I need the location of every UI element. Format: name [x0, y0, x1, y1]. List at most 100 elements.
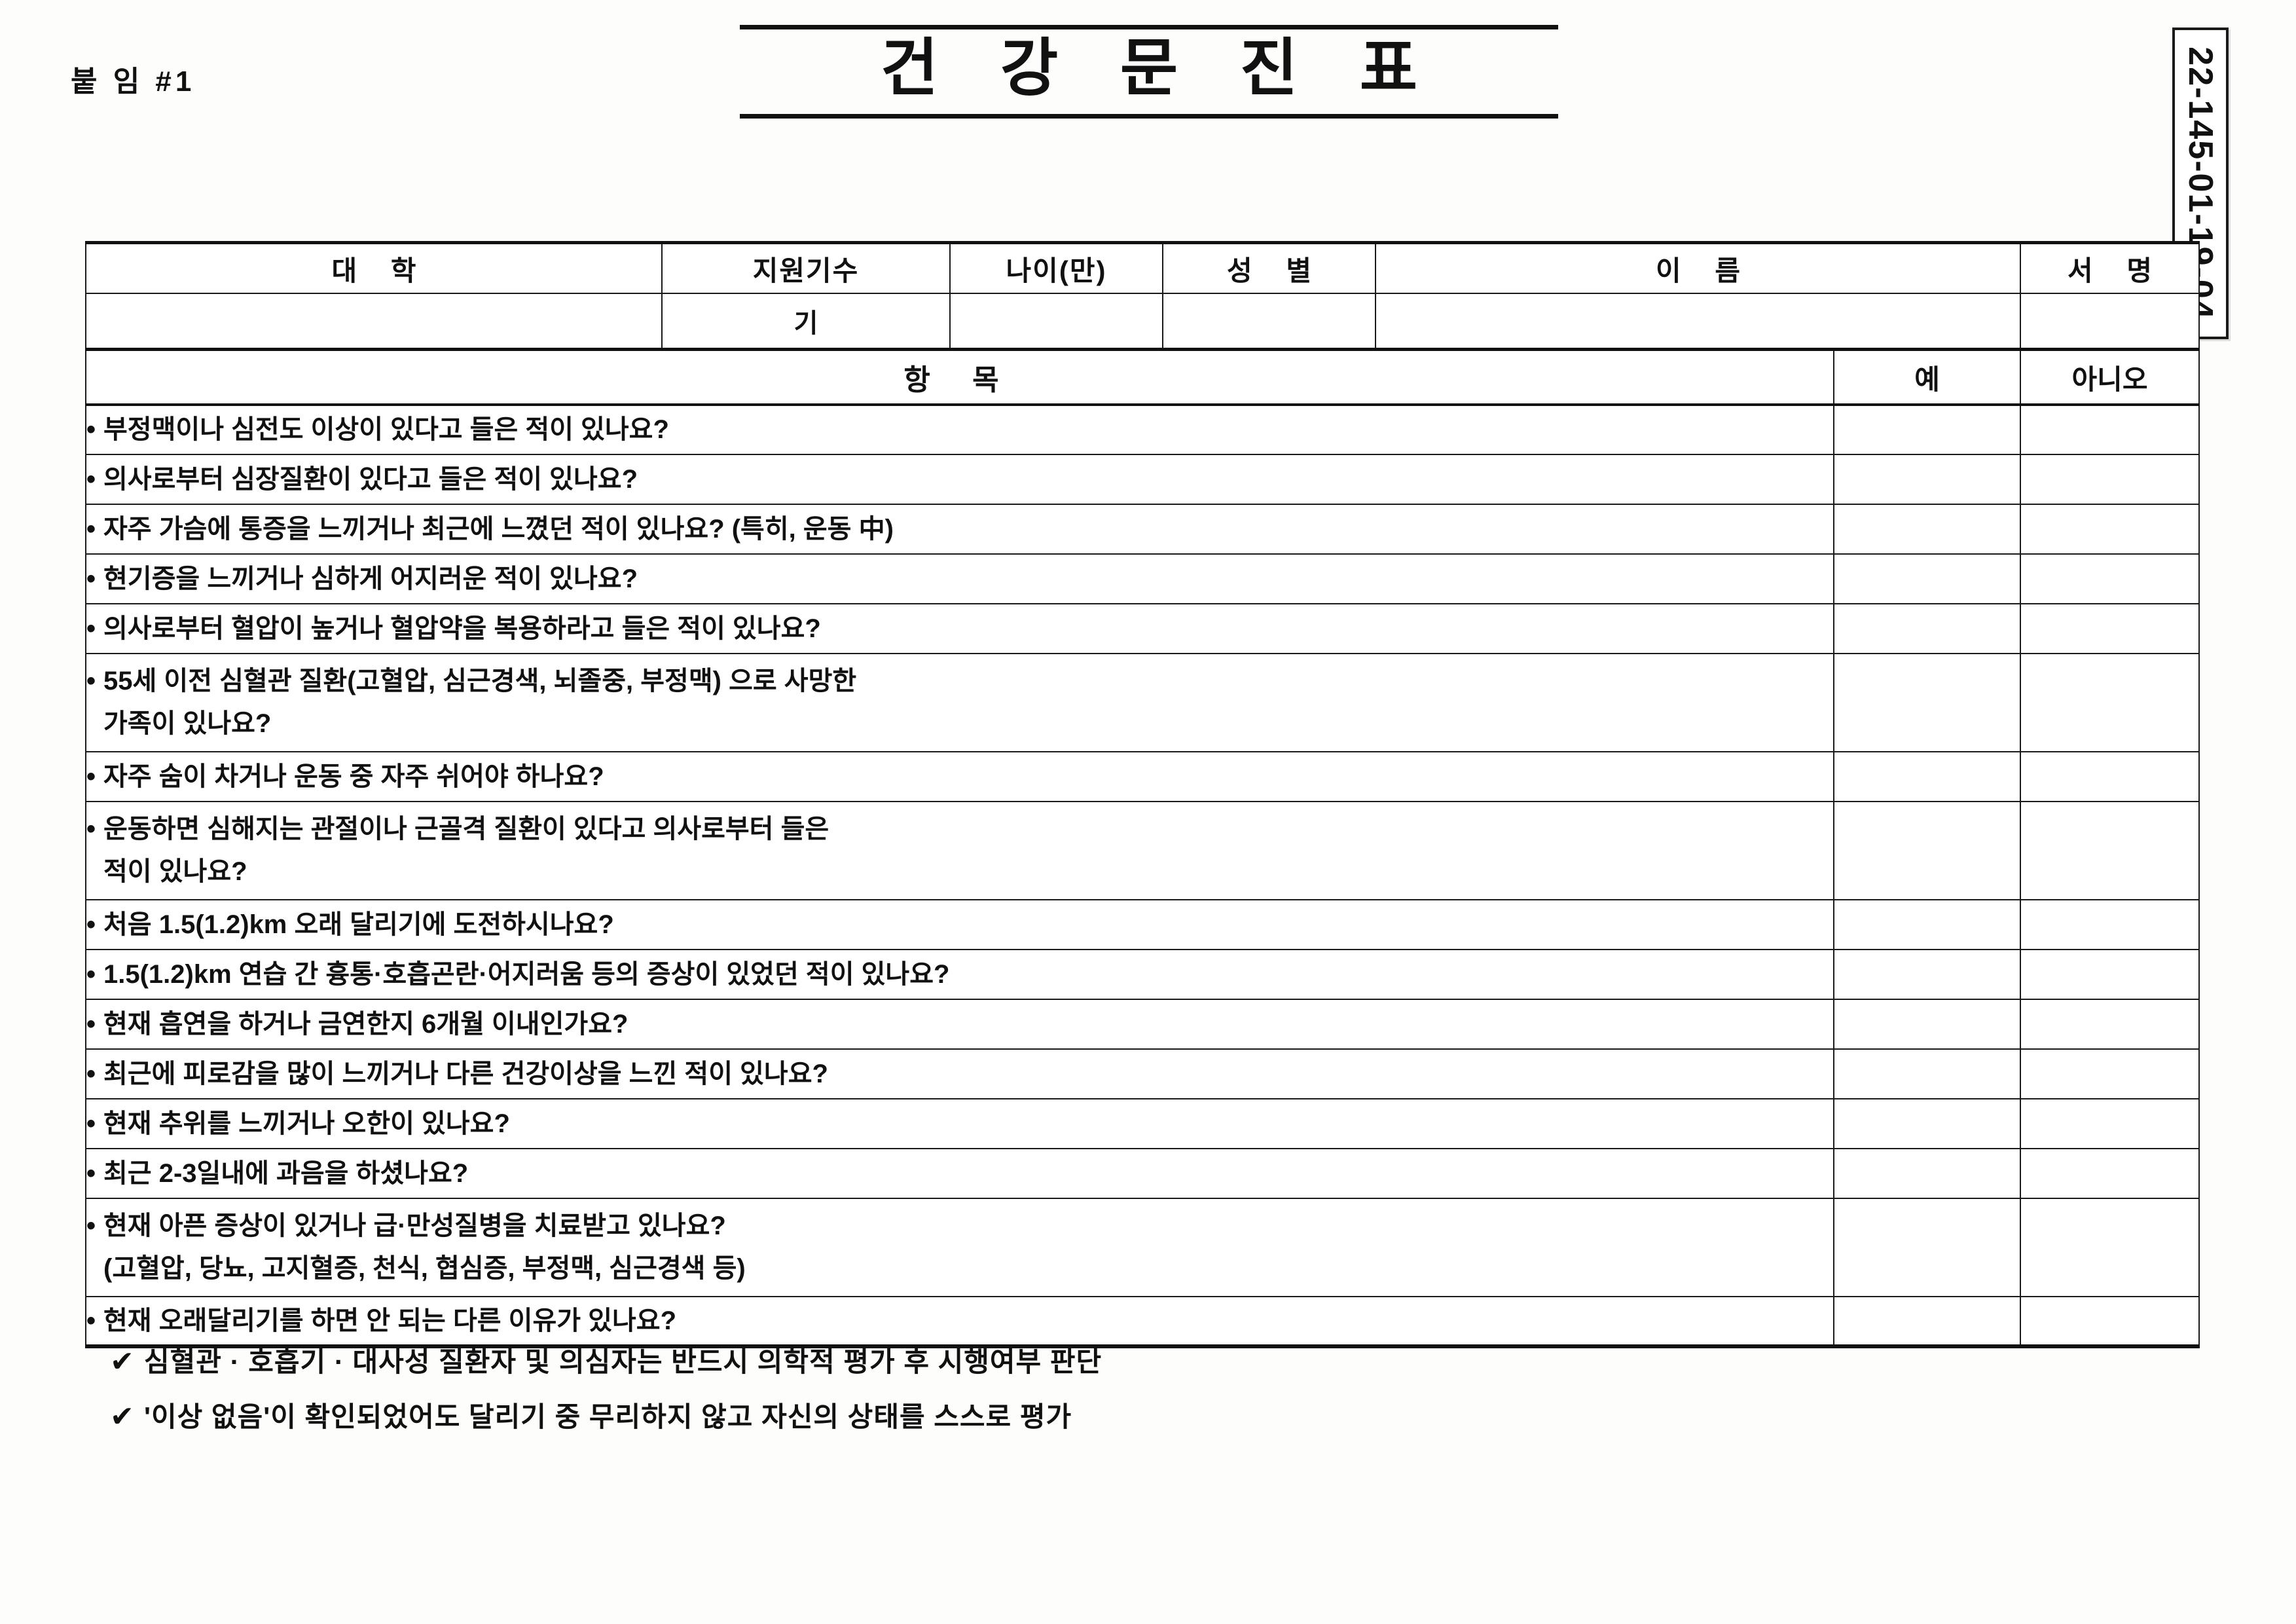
answer-yes-cell[interactable]	[1832, 454, 2022, 505]
field-signature[interactable]	[2020, 293, 2200, 350]
answer-no-cell[interactable]	[2020, 1098, 2200, 1149]
table-row: • 현재 추위를 느끼거나 오한이 있나요?	[85, 1098, 2200, 1149]
answer-yes-cell[interactable]	[1832, 504, 2022, 555]
answer-yes-cell[interactable]	[1832, 1198, 2022, 1297]
question-line-1: 현재 추위를 느끼거나 오한이 있나요?	[103, 1109, 510, 1138]
bullet-icon: •	[86, 1158, 96, 1188]
field-gender[interactable]	[1162, 293, 1376, 350]
answer-no-cell[interactable]	[2020, 1296, 2200, 1348]
note-item: ✔ '이상 없음'이 확인되었어도 달리기 중 무리하지 않고 자신의 상태를 스…	[110, 1403, 1681, 1431]
answer-yes-cell[interactable]	[1832, 1048, 2022, 1099]
question-text: • 자주 가슴에 통증을 느끼거나 최근에 느꼈던 적이 있나요? (특히, 운동…	[85, 504, 1834, 555]
answer-yes-cell[interactable]	[1832, 653, 2022, 752]
table-row: • 의사로부터 혈압이 높거나 혈압약을 복용하라고 들은 적이 있나요?	[85, 603, 2200, 654]
table-row: • 처음 1.5(1.2)km 오래 달리기에 도전하시나요?	[85, 899, 2200, 950]
bullet-icon: •	[86, 564, 96, 593]
answer-yes-cell[interactable]	[1832, 1098, 2022, 1149]
question-line-1: 1.5(1.2)km 연습 간 흉통·호흡곤란·어지러움 등의 증상이 있었던 …	[103, 959, 950, 989]
answer-no-cell[interactable]	[2020, 1198, 2200, 1297]
table-row: • 자주 가슴에 통증을 느끼거나 최근에 느꼈던 적이 있나요? (특히, 운동…	[85, 504, 2200, 555]
header-cohort: 지원기수	[661, 241, 951, 294]
answer-no-cell[interactable]	[2020, 504, 2200, 555]
table-row: • 현재 아픈 증상이 있거나 급·만성질병을 치료받고 있나요? (고혈압, 당뇨…	[85, 1198, 2200, 1297]
question-text: • 현재 추위를 느끼거나 오한이 있나요?	[85, 1098, 1834, 1149]
bullet-icon: •	[86, 1211, 96, 1241]
answer-no-cell[interactable]	[2020, 553, 2200, 604]
header-no-column: 아니오	[2020, 348, 2200, 406]
answer-no-cell[interactable]	[2020, 1048, 2200, 1099]
answer-no-cell[interactable]	[2020, 404, 2200, 455]
bullet-icon: •	[86, 614, 96, 643]
answer-no-cell[interactable]	[2020, 949, 2200, 1000]
answer-yes-cell[interactable]	[1832, 751, 2022, 802]
field-university[interactable]	[85, 293, 663, 350]
checkmark-icon: ✔	[110, 1401, 135, 1433]
title-rule-top	[740, 25, 1558, 29]
question-text: • 현재 흡연을 하거나 금연한지 6개월 이내인가요?	[85, 999, 1834, 1050]
question-line-1: 55세 이전 심혈관 질환(고혈압, 심근경색, 뇌졸중, 부정맥) 으로 사망…	[103, 667, 857, 696]
answer-yes-cell[interactable]	[1832, 899, 2022, 950]
header-yes-column: 예	[1832, 348, 2022, 406]
question-line-1: 부정맥이나 심전도 이상이 있다고 들은 적이 있나요?	[103, 415, 669, 445]
answer-no-cell[interactable]	[2020, 801, 2200, 900]
bullet-icon: •	[86, 1009, 96, 1039]
question-text: • 55세 이전 심혈관 질환(고혈압, 심근경색, 뇌졸중, 부정맥) 으로 사…	[85, 653, 1834, 752]
answer-no-cell[interactable]	[2020, 603, 2200, 654]
answer-no-cell[interactable]	[2020, 454, 2200, 505]
question-line-2: 적이 있나요?	[103, 857, 247, 886]
question-line-1: 의사로부터 혈압이 높거나 혈압약을 복용하라고 들은 적이 있나요?	[103, 614, 821, 643]
table-row: • 자주 숨이 차거나 운동 중 자주 쉬어야 하나요?	[85, 751, 2200, 802]
info-header-row: 대 학 지원기수 나이(만) 성 별 이 름 서 명	[85, 241, 2200, 294]
page-title: 건 강 문 진 표	[880, 33, 1440, 103]
answer-yes-cell[interactable]	[1832, 404, 2022, 455]
question-text: • 최근에 피로감을 많이 느끼거나 다른 건강이상을 느낀 적이 있나요?	[85, 1048, 1834, 1099]
answer-no-cell[interactable]	[2020, 899, 2200, 950]
answer-yes-cell[interactable]	[1832, 603, 2022, 654]
document-title-block: 건 강 문 진 표	[740, 25, 1558, 119]
question-line-2: 가족이 있나요?	[103, 709, 272, 738]
question-line-1: 최근 2-3일내에 과음을 하셨나요?	[103, 1158, 469, 1188]
answer-yes-cell[interactable]	[1832, 553, 2022, 604]
table-row: • 55세 이전 심혈관 질환(고혈압, 심근경색, 뇌졸중, 부정맥) 으로 사…	[85, 653, 2200, 752]
bullet-icon: •	[86, 514, 96, 544]
answer-no-cell[interactable]	[2020, 653, 2200, 752]
question-line-1: 처음 1.5(1.2)km 오래 달리기에 도전하시나요?	[103, 910, 614, 939]
answer-yes-cell[interactable]	[1832, 1148, 2022, 1199]
checkmark-icon: ✔	[110, 1346, 135, 1378]
attachment-label: 붙 임 #1	[71, 65, 196, 98]
answer-no-cell[interactable]	[2020, 999, 2200, 1050]
table-row: • 최근 2-3일내에 과음을 하셨나요?	[85, 1148, 2200, 1199]
info-value-row: 기	[85, 293, 2200, 350]
header-item-column: 항 목	[85, 348, 1834, 406]
question-line-1: 현재 오래달리기를 하면 안 되는 다른 이유가 있나요?	[103, 1306, 677, 1335]
bullet-icon: •	[86, 1059, 96, 1088]
question-line-1: 현재 흡연을 하거나 금연한지 6개월 이내인가요?	[103, 1009, 629, 1039]
answer-no-cell[interactable]	[2020, 751, 2200, 802]
question-line-1: 현기증을 느끼거나 심하게 어지러운 적이 있나요?	[103, 564, 638, 593]
answer-yes-cell[interactable]	[1832, 1296, 2022, 1348]
field-name[interactable]	[1374, 293, 2022, 350]
answer-yes-cell[interactable]	[1832, 999, 2022, 1050]
question-text: • 자주 숨이 차거나 운동 중 자주 쉬어야 하나요?	[85, 751, 1834, 802]
question-text: • 현재 오래달리기를 하면 안 되는 다른 이유가 있나요?	[85, 1296, 1834, 1348]
question-text: • 부정맥이나 심전도 이상이 있다고 들은 적이 있나요?	[85, 404, 1834, 455]
bullet-icon: •	[86, 959, 96, 989]
bullet-icon: •	[86, 1109, 96, 1138]
field-age[interactable]	[949, 293, 1163, 350]
header-age: 나이(만)	[949, 241, 1163, 294]
table-row: • 의사로부터 심장질환이 있다고 들은 적이 있나요?	[85, 454, 2200, 505]
bullet-icon: •	[86, 815, 96, 844]
answer-yes-cell[interactable]	[1832, 949, 2022, 1000]
answer-no-cell[interactable]	[2020, 1148, 2200, 1199]
question-text: • 처음 1.5(1.2)km 오래 달리기에 도전하시나요?	[85, 899, 1834, 950]
bullet-icon: •	[86, 415, 96, 445]
field-cohort[interactable]: 기	[661, 293, 951, 350]
question-text: • 의사로부터 심장질환이 있다고 들은 적이 있나요?	[85, 454, 1834, 505]
header-name: 이 름	[1374, 241, 2022, 294]
bullet-icon: •	[86, 910, 96, 939]
question-text: • 1.5(1.2)km 연습 간 흉통·호흡곤란·어지러움 등의 증상이 있었던…	[85, 949, 1834, 1000]
bullet-icon: •	[86, 667, 96, 696]
question-line-1: 운동하면 심해지는 관절이나 근골격 질환이 있다고 의사로부터 들은	[103, 815, 829, 844]
answer-yes-cell[interactable]	[1832, 801, 2022, 900]
